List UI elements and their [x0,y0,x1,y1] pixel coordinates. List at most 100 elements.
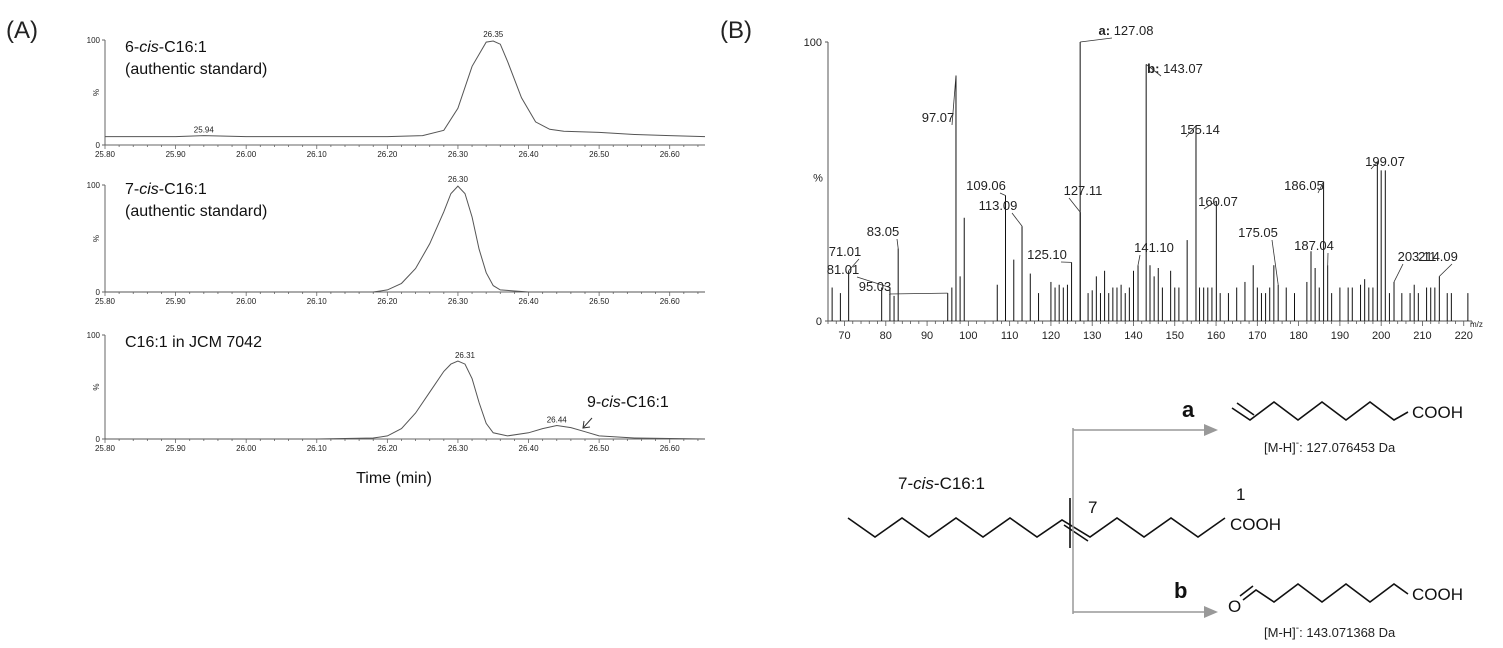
x-tick-label: 26.00 [236,297,257,306]
ms-label-leader [1011,212,1023,227]
chromatogram-1: 6-cis-C16:1 (authentic standard) 100 0% 25… [87,30,706,159]
main-cooh: COOH [1230,515,1281,534]
panel-b-label: (B) [720,17,752,44]
ms-peak-label: 95.03 [859,279,892,294]
chromatogram-trace [105,360,706,440]
ms-x-tick-label: 210 [1413,330,1431,342]
x-tick-label: 26.50 [589,297,610,306]
ms-peak-label: 113.09 [979,198,1018,213]
x-tick-label: 26.10 [307,444,328,453]
x-tick-label: 25.80 [95,444,116,453]
chromatogram-1-title: 6-cis-C16:1 [125,39,207,56]
mass-spectrum: 100 0% 70 80 90 100 110 120 130 140 150 160 170 180 19… [804,23,1483,342]
ms-x-tick-label: 190 [1331,330,1349,342]
x-tick-label: 26.40 [519,444,540,453]
x-tick-label: 26.30 [448,444,469,453]
ms-peak-label: 199.07 [1365,154,1405,169]
x-tick-label: 26.10 [307,150,328,159]
ms-x-tick-label: 160 [1207,330,1225,342]
ms-peak-label: b: 143.07 [1147,61,1203,76]
fragment-a-cooh: COOH [1412,403,1463,422]
ms-peak-label: 71.01 [829,244,862,259]
fragment-b-chain [1242,583,1409,603]
x-tick-label: 26.10 [307,297,328,306]
carbon-chain [847,517,1226,538]
ms-x-tick-label: 110 [1001,330,1019,342]
x-tick-label: 25.90 [166,297,187,306]
ms-x-tick-label: 130 [1083,330,1101,342]
fragment-b-oxygen: O [1228,597,1241,616]
fragment-b-mass: [M-H]-: 143.071368 Da [1264,623,1396,640]
fragment-b-letter: b [1174,578,1187,603]
ms-x-tick-label: 150 [1166,330,1184,342]
chromatogram-trace [105,40,706,138]
peak-label: 26.30 [448,175,469,184]
ms-label-leader [1271,239,1279,285]
x-tick-label: 26.20 [377,150,398,159]
ms-label-leader [1393,263,1404,283]
y-tick-label: 0 [96,435,101,444]
peak-label: 26.35 [483,30,504,39]
ms-x-tick-label: 140 [1124,330,1142,342]
panel-a-label: (A) [6,17,38,44]
ms-label-leader [1068,197,1081,213]
ms-label-leader [1185,125,1197,138]
double-bond-line [1063,524,1089,542]
ms-peak-label: 214.09 [1418,249,1458,264]
annotation-arrow-line [582,417,593,429]
x-tick-label: 25.80 [95,297,116,306]
ms-peak-label: 187.04 [1294,238,1334,253]
chromatogram-trace [105,185,705,293]
ms-label-leader [1203,200,1217,210]
ms-label-leader [1317,181,1324,194]
ms-peak-label: 155.14 [1180,122,1220,137]
y-axis-label: % [92,235,101,242]
ms-label-leader [1137,254,1141,266]
position-7-label: 7 [1088,498,1097,517]
ms-peak-label: 127.11 [1064,183,1103,198]
x-tick-label: 26.40 [519,150,540,159]
x-tick-label: 26.20 [377,297,398,306]
fragment-b-carbonyl [1239,585,1254,597]
x-tick-label: 26.60 [660,150,681,159]
ms-label-leader [1370,161,1378,170]
annotation-arrow-head [582,420,591,429]
ms-x-tick-label: 220 [1455,330,1473,342]
x-axis-title: Time (min) [356,470,432,487]
ms-x-tick-label: 200 [1372,330,1390,342]
x-tick-label: 25.80 [95,150,116,159]
ms-peak-label: 109.06 [966,178,1006,193]
chromatogram-3: C16:1 in JCM 7042 9-cis-C16:1 Time (min)… [87,331,706,487]
ms-x-tick-label: 120 [1042,330,1060,342]
y-tick-label: 100 [87,181,101,190]
x-tick-label: 26.30 [448,150,469,159]
chromatogram-3-annotation: 9-cis-C16:1 [587,394,669,411]
fragment-a-double-bond [1236,402,1255,416]
ms-peak-label: 83.05 [867,224,900,239]
y-tick-label: 0 [96,288,101,297]
ms-peak-label: 175.05 [1238,225,1278,240]
ms-x-tick-label: 80 [880,330,892,342]
x-tick-label: 26.50 [589,444,610,453]
ms-label-leader [1145,64,1162,77]
x-tick-label: 26.60 [660,297,681,306]
fragment-a-chain [1231,401,1409,421]
x-tick-label: 25.90 [166,150,187,159]
ms-y-axis-label: % [813,173,823,185]
chromatogram-2-subtitle: (authentic standard) [125,203,267,220]
ms-label-leader [888,292,948,295]
y-tick-label: 100 [87,331,101,340]
fragment-a-letter: a [1182,397,1195,422]
chromatogram-3-title: C16:1 in JCM 7042 [125,334,262,351]
x-tick-label: 26.00 [236,444,257,453]
ms-x-tick-label: 170 [1248,330,1266,342]
y-tick-label: 0 [96,141,101,150]
peak-label: 26.44 [547,415,568,424]
chromatogram-2-title: 7-cis-C16:1 [125,181,207,198]
x-tick-label: 26.40 [519,297,540,306]
fragment-b-cooh: COOH [1412,585,1463,604]
ms-y-tick-label: 100 [804,37,822,49]
ms-label-leader [896,238,899,249]
peak-label: 25.94 [194,126,215,135]
